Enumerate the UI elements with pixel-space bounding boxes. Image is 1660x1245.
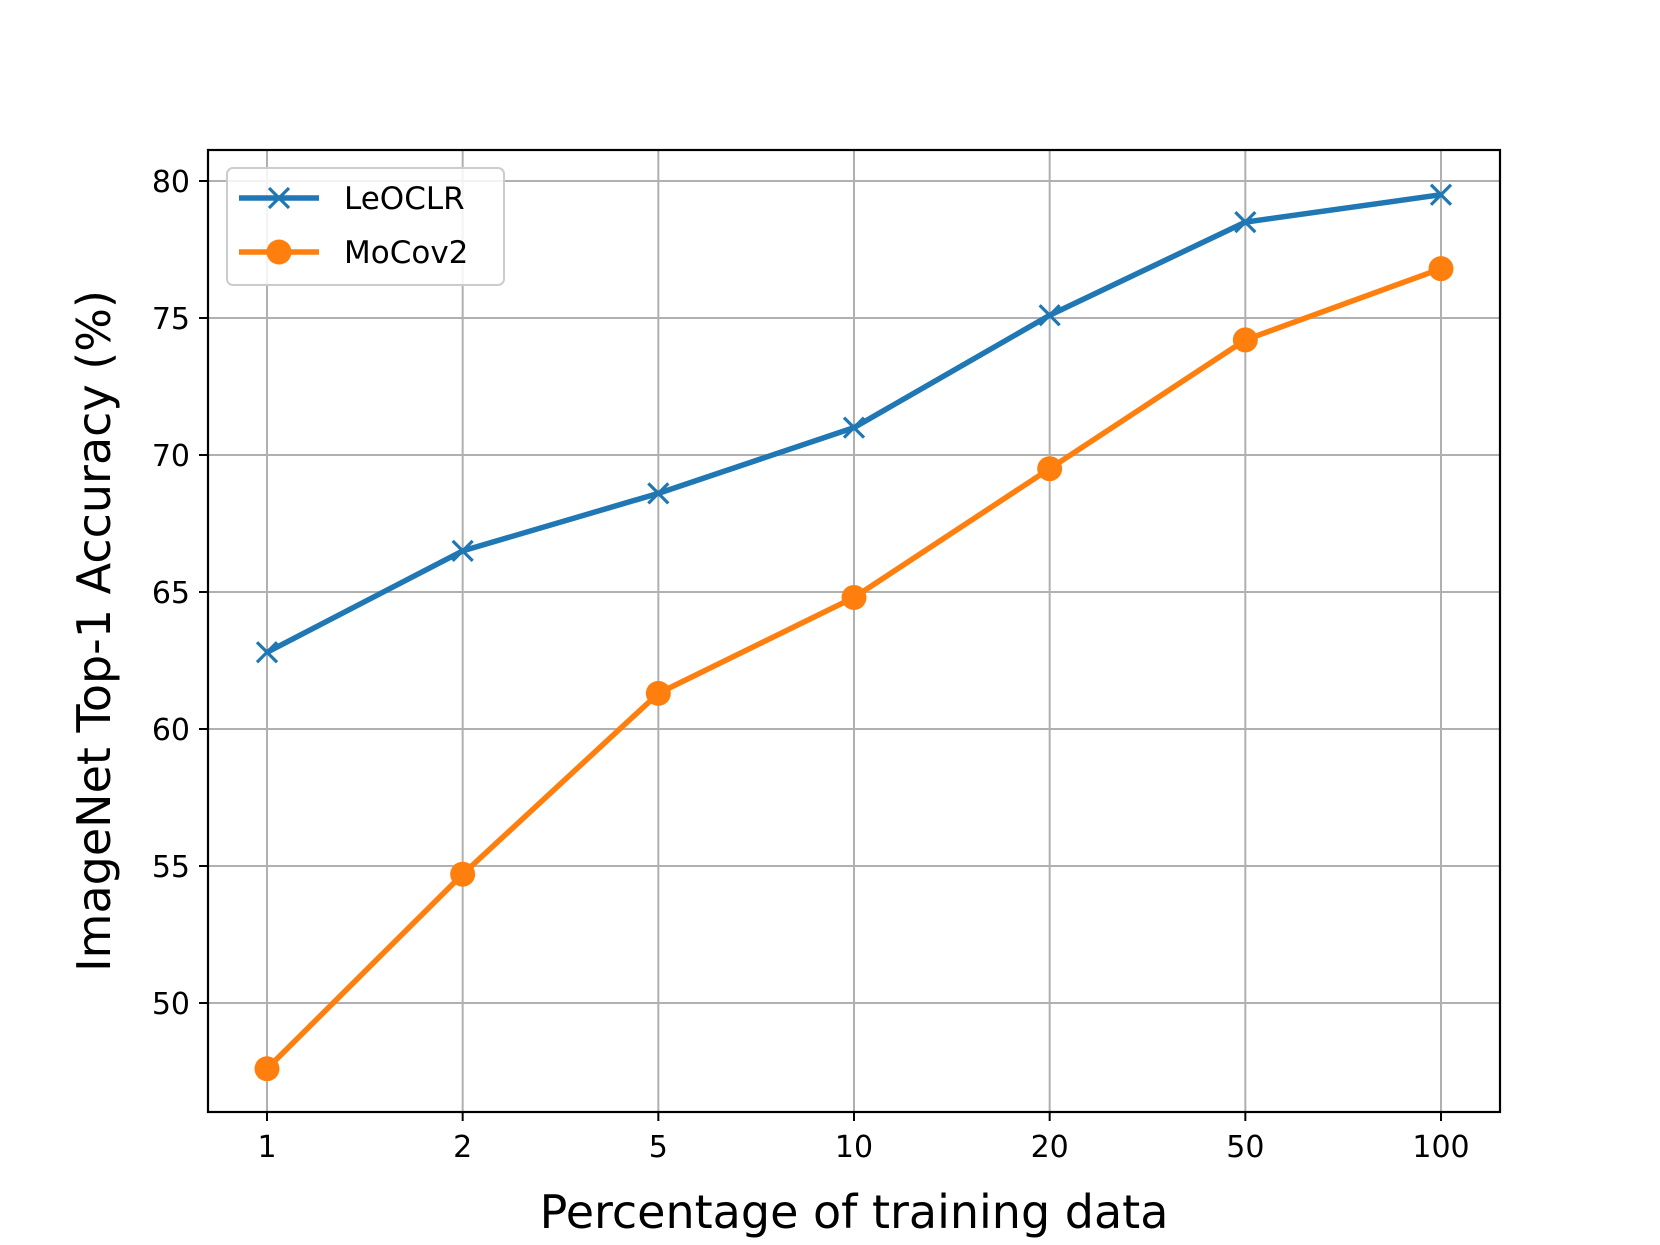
- series-mocov2: [254, 256, 1454, 1082]
- y-tick-label: 70: [152, 439, 190, 474]
- mocov2-point: [450, 861, 476, 887]
- y-tick-label: 80: [152, 165, 190, 200]
- x-tick-label: 50: [1226, 1130, 1264, 1165]
- series-layer: [254, 183, 1454, 1082]
- leoclr-point: [255, 641, 279, 664]
- mocov2-point: [645, 680, 671, 706]
- leoclr-point: [647, 482, 670, 505]
- y-tick-label: 65: [152, 576, 190, 611]
- x-tick-label: 100: [1412, 1130, 1469, 1165]
- y-tick-label: 75: [152, 302, 190, 337]
- x-tick-label: 2: [453, 1130, 472, 1165]
- y-tick-label: 55: [152, 850, 190, 885]
- leoclr-point: [1038, 304, 1061, 327]
- x-tick-label: 20: [1031, 1130, 1069, 1165]
- y-tick-label: 60: [152, 713, 190, 748]
- series-leoclr: [255, 183, 1453, 664]
- mocov2-point: [254, 1056, 280, 1082]
- legend-label: LeOCLR: [344, 181, 465, 217]
- mocov2-point: [1428, 256, 1454, 282]
- y-axis-label: ImageNet Top-1 Accuracy (%): [67, 290, 121, 972]
- legend-label: MoCov2: [344, 235, 468, 271]
- x-axis-label: Percentage of training data: [540, 1185, 1169, 1239]
- y-tick-label: 50: [152, 987, 190, 1022]
- leoclr-point: [451, 539, 474, 563]
- leoclr-point: [1429, 183, 1453, 206]
- legend-item-leoclr: LeOCLR: [239, 181, 465, 217]
- legend-swatch-marker: [267, 186, 291, 210]
- legend-swatch-marker: [266, 239, 292, 265]
- legend: LeOCLR MoCov2: [226, 167, 505, 286]
- ticks: 1 2 5 10 20 50 100 50 55 60 65 70 75 80: [152, 165, 1470, 1165]
- x-tick-label: 10: [835, 1130, 873, 1165]
- legend-item-mocov2: MoCov2: [239, 235, 468, 271]
- leoclr-point: [1234, 210, 1257, 234]
- x-tick-label: 1: [257, 1130, 276, 1165]
- mocov2-point: [1232, 327, 1258, 353]
- mocov2-point: [1037, 456, 1063, 482]
- leoclr-point: [842, 416, 866, 439]
- mocov2-point: [841, 584, 867, 610]
- x-tick-label: 5: [649, 1130, 668, 1165]
